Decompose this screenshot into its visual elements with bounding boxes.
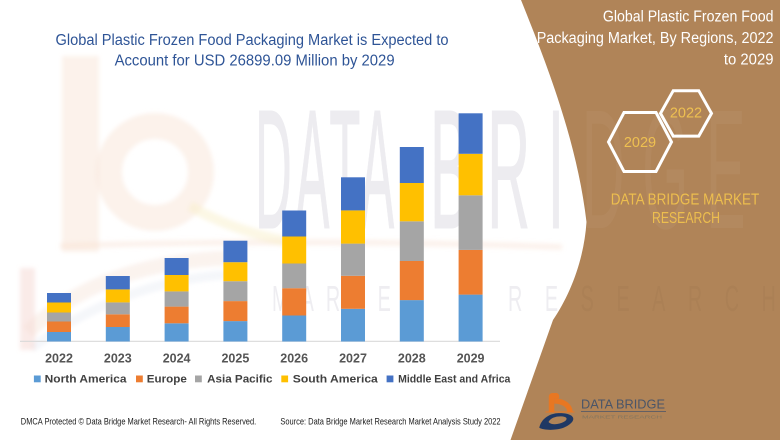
svg-text:South America: South America [293, 374, 379, 386]
svg-text:Global Plastic Frozen Food: Global Plastic Frozen Food [603, 9, 774, 26]
svg-text:DATA: DATA [255, 74, 398, 265]
svg-text:Asia Pacific: Asia Pacific [207, 374, 272, 386]
svg-text:2029: 2029 [457, 352, 485, 366]
svg-text:Middle East and Africa: Middle East and Africa [398, 374, 511, 386]
svg-text:DATA BRIDGE MARKET: DATA BRIDGE MARKET [611, 192, 760, 209]
svg-text:2022: 2022 [45, 352, 73, 366]
svg-text:2029: 2029 [624, 135, 656, 151]
svg-text:Account for USD 26899.09 Milli: Account for USD 26899.09 Million by 2029 [115, 53, 395, 70]
svg-text:Source: Data Bridge Market Res: Source: Data Bridge Market Research Mark… [280, 417, 500, 427]
svg-text:to 2029: to 2029 [724, 52, 774, 69]
svg-text:Packaging Market, By Regions,: Packaging Market, By Regions, 2022 [537, 30, 774, 47]
svg-text:DATA BRIDGE: DATA BRIDGE [581, 397, 665, 412]
svg-text:North America: North America [45, 374, 128, 386]
svg-text:2023: 2023 [104, 352, 132, 366]
svg-text:Europe: Europe [147, 374, 187, 386]
svg-text:2026: 2026 [280, 352, 308, 366]
svg-text:2027: 2027 [339, 352, 367, 366]
svg-text:Global Plastic Frozen Food Pac: Global Plastic Frozen Food Packaging Mar… [56, 32, 449, 49]
svg-text:DMCA Protected © Data Bridge M: DMCA Protected © Data Bridge Market Rese… [21, 417, 256, 427]
svg-text:2025: 2025 [221, 352, 249, 366]
svg-text:RESEARCH: RESEARCH [652, 210, 720, 227]
svg-text:MARKET RESEARCH: MARKET RESEARCH [582, 415, 662, 420]
svg-text:2028: 2028 [398, 352, 426, 366]
svg-text:2024: 2024 [163, 352, 191, 366]
svg-text:2022: 2022 [670, 106, 702, 122]
